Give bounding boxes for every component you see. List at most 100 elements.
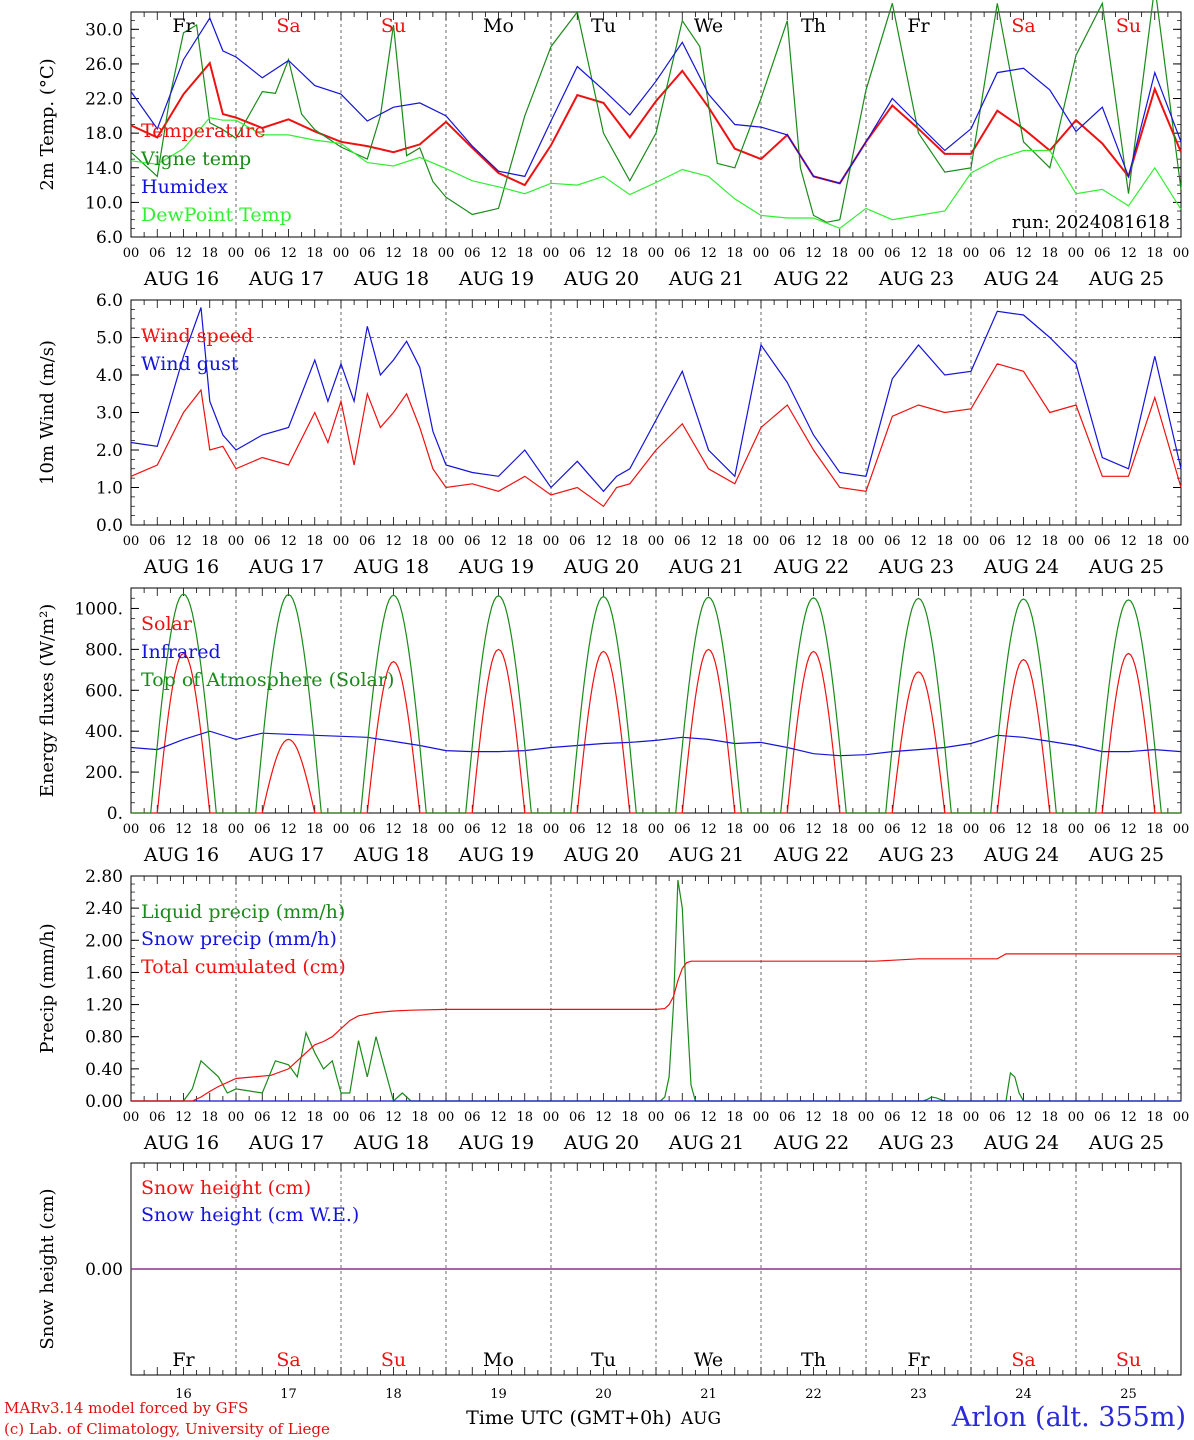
date-label: AUG 18	[353, 556, 429, 578]
date-label: AUG 22	[773, 556, 849, 578]
hour-label: 00	[963, 1110, 980, 1125]
hour-label: 12	[805, 822, 822, 837]
hour-label: 06	[884, 246, 901, 261]
hour-label: 06	[254, 822, 271, 837]
hour-label: 12	[910, 822, 927, 837]
y-tick-label: 30.0	[85, 20, 123, 40]
legend-entry: Temperature	[141, 120, 265, 142]
hour-label: 00	[438, 246, 455, 261]
hour-label: 12	[490, 822, 507, 837]
date-label: AUG 19	[458, 556, 534, 578]
weekday-label: Fr	[172, 15, 195, 37]
hour-label: 18	[1146, 822, 1163, 837]
date-label: AUG 16	[143, 1132, 219, 1154]
y-tick-label: 600.	[85, 681, 123, 701]
y-tick-label: 18.0	[85, 124, 123, 144]
hour-label: 12	[280, 246, 297, 261]
hour-label: 12	[595, 1110, 612, 1125]
day-number: 17	[280, 1387, 297, 1402]
hour-label: 12	[595, 534, 612, 549]
hour-label: 18	[306, 246, 323, 261]
hour-label: 06	[674, 822, 691, 837]
hour-label: 06	[359, 822, 376, 837]
hour-label: 18	[726, 1110, 743, 1125]
weekday-label: Sa	[1011, 15, 1035, 37]
hour-label: 18	[201, 534, 218, 549]
hour-label: 00	[333, 534, 350, 549]
hour-label: 06	[464, 822, 481, 837]
hour-label: 00	[648, 534, 665, 549]
y-tick-label: 5.0	[96, 329, 123, 349]
date-label: AUG 18	[353, 1132, 429, 1154]
date-label: AUG 21	[668, 844, 744, 866]
hour-label: 00	[228, 1110, 245, 1125]
legend-entry: Liquid precip (mm/h)	[141, 901, 345, 923]
y-tick-label: 3.0	[96, 404, 123, 424]
hour-label: 18	[621, 822, 638, 837]
hour-label: 06	[779, 822, 796, 837]
y-axis-title: Snow height (cm)	[37, 1188, 58, 1349]
lab-credit: (c) Lab. of Climatology, University of L…	[4, 1420, 330, 1438]
legend-entry: Wind gust	[141, 353, 239, 375]
hour-label: 00	[648, 822, 665, 837]
legend-entry: Total cumulated (cm)	[141, 956, 346, 978]
hour-label: 00	[963, 246, 980, 261]
hour-label: 12	[1015, 534, 1032, 549]
series-line-temperature	[130, 60, 1182, 187]
hour-label: 18	[411, 246, 428, 261]
hour-label: 18	[1041, 822, 1058, 837]
hour-label: 18	[201, 1110, 218, 1125]
hour-label: 00	[543, 822, 560, 837]
hour-label: 12	[1120, 534, 1137, 549]
hour-label: 18	[831, 246, 848, 261]
legend-entry: DewPoint Temp	[141, 204, 292, 226]
hour-label: 06	[1094, 246, 1111, 261]
hour-label: 12	[1120, 822, 1137, 837]
hour-label: 00	[753, 534, 770, 549]
date-label: AUG 16	[143, 844, 219, 866]
hour-label: 06	[569, 534, 586, 549]
date-label: AUG 24	[983, 556, 1059, 578]
hour-label: 00	[123, 246, 140, 261]
hour-label: 12	[175, 246, 192, 261]
weekday-label: Tu	[591, 1349, 616, 1371]
date-label: AUG 21	[668, 556, 744, 578]
series-line-wind-speed	[130, 363, 1182, 508]
hour-label: 00	[858, 534, 875, 549]
hour-label: 00	[1068, 1110, 1085, 1125]
y-tick-label: 6.0	[96, 228, 123, 248]
hour-label: 00	[858, 246, 875, 261]
hour-label: 18	[201, 822, 218, 837]
y-tick-label: 800.	[85, 640, 123, 660]
hour-label: 18	[306, 822, 323, 837]
hour-label: 06	[989, 1110, 1006, 1125]
hour-label: 12	[910, 534, 927, 549]
hour-label: 18	[411, 1110, 428, 1125]
y-tick-label: 14.0	[85, 159, 123, 179]
y-tick-label: 2.00	[85, 931, 123, 951]
hour-label: 06	[149, 246, 166, 261]
y-tick-label: 6.0	[96, 291, 123, 311]
day-number: 22	[805, 1387, 822, 1402]
hour-label: 18	[831, 1110, 848, 1125]
hour-label: 00	[333, 1110, 350, 1125]
day-number: 23	[910, 1387, 927, 1402]
weekday-label: We	[694, 1349, 723, 1371]
hour-label: 18	[306, 1110, 323, 1125]
panel-frame	[130, 587, 1182, 814]
hour-label: 18	[201, 246, 218, 261]
day-number: 24	[1015, 1387, 1032, 1402]
date-label: AUG 17	[248, 1132, 324, 1154]
hour-label: 00	[1068, 246, 1085, 261]
hour-label: 00	[1068, 822, 1085, 837]
hour-label: 06	[884, 534, 901, 549]
date-label: AUG 23	[878, 844, 954, 866]
weekday-label: Fr	[907, 1349, 930, 1371]
hour-label: 00	[1068, 534, 1085, 549]
y-axis-title: 10m Wind (m/s)	[37, 340, 58, 485]
hour-label: 12	[1015, 1110, 1032, 1125]
day-number: 19	[490, 1387, 507, 1402]
date-label: AUG 19	[458, 268, 534, 290]
date-label: AUG 21	[668, 1132, 744, 1154]
run-annotation: run: 2024081618	[1012, 212, 1170, 233]
